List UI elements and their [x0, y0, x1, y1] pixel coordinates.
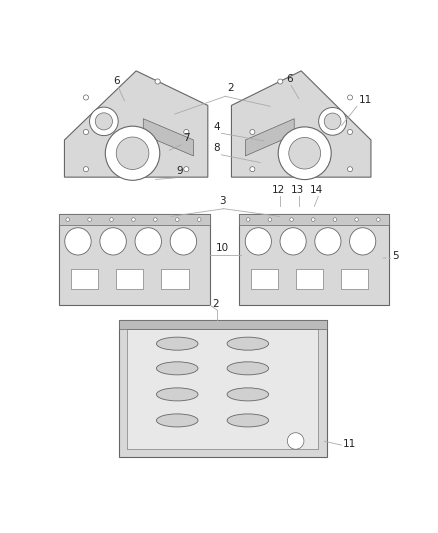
Circle shape [355, 218, 358, 221]
Ellipse shape [280, 228, 306, 255]
Circle shape [347, 95, 353, 100]
Ellipse shape [156, 337, 198, 350]
Text: 7: 7 [183, 133, 189, 143]
Circle shape [89, 107, 118, 135]
Text: 4: 4 [213, 122, 220, 132]
Circle shape [83, 130, 88, 134]
Circle shape [290, 218, 293, 221]
Circle shape [311, 218, 315, 221]
Circle shape [116, 137, 149, 169]
Bar [71, 269, 98, 288]
Circle shape [184, 130, 189, 134]
Circle shape [250, 130, 255, 134]
Text: 10: 10 [215, 243, 229, 253]
Text: 12: 12 [271, 185, 285, 195]
Bar [161, 269, 189, 288]
Bar [116, 269, 143, 288]
Circle shape [268, 218, 272, 221]
Ellipse shape [156, 388, 198, 401]
Bar [119, 320, 327, 328]
Text: 8: 8 [213, 143, 220, 154]
Circle shape [131, 218, 135, 221]
Circle shape [289, 138, 321, 169]
Ellipse shape [156, 414, 198, 427]
Text: 11: 11 [359, 95, 372, 105]
Circle shape [88, 218, 92, 221]
Text: 3: 3 [219, 196, 226, 206]
Bar [59, 214, 210, 225]
Ellipse shape [227, 414, 268, 427]
Polygon shape [231, 71, 371, 177]
Circle shape [198, 218, 201, 221]
Text: 5: 5 [392, 252, 399, 262]
Circle shape [105, 126, 160, 180]
Circle shape [278, 127, 331, 180]
Ellipse shape [100, 228, 126, 255]
Text: 6: 6 [286, 74, 293, 84]
Text: 2: 2 [212, 299, 219, 309]
Circle shape [324, 113, 341, 130]
Circle shape [347, 130, 353, 134]
Ellipse shape [315, 228, 341, 255]
Circle shape [318, 108, 346, 135]
Bar [296, 269, 323, 288]
Circle shape [333, 218, 337, 221]
Circle shape [278, 79, 283, 84]
Bar [341, 269, 368, 288]
Bar [239, 214, 389, 305]
Circle shape [287, 433, 304, 449]
Circle shape [154, 218, 157, 221]
Text: 14: 14 [310, 185, 323, 195]
Circle shape [110, 218, 113, 221]
Bar [59, 214, 210, 305]
Circle shape [347, 167, 353, 172]
Circle shape [95, 113, 113, 130]
Circle shape [83, 95, 88, 100]
Ellipse shape [170, 228, 197, 255]
Circle shape [66, 218, 70, 221]
Ellipse shape [65, 228, 91, 255]
Text: 11: 11 [343, 439, 356, 449]
Polygon shape [143, 119, 194, 156]
Circle shape [155, 79, 160, 84]
Ellipse shape [245, 228, 272, 255]
Circle shape [184, 167, 189, 172]
Bar [119, 320, 327, 457]
Circle shape [176, 218, 179, 221]
Ellipse shape [135, 228, 162, 255]
Circle shape [83, 167, 88, 172]
Bar [239, 214, 389, 225]
Circle shape [377, 218, 380, 221]
Text: 9: 9 [177, 166, 183, 176]
Polygon shape [245, 119, 294, 156]
Ellipse shape [227, 362, 268, 375]
Circle shape [250, 167, 255, 172]
Text: 2: 2 [227, 83, 233, 93]
Circle shape [247, 218, 250, 221]
Text: 13: 13 [291, 185, 304, 195]
Ellipse shape [227, 337, 268, 350]
Bar [251, 269, 278, 288]
Ellipse shape [227, 388, 268, 401]
Bar [127, 329, 318, 449]
Ellipse shape [350, 228, 376, 255]
Text: 6: 6 [113, 76, 120, 85]
Polygon shape [64, 71, 208, 177]
Ellipse shape [156, 362, 198, 375]
